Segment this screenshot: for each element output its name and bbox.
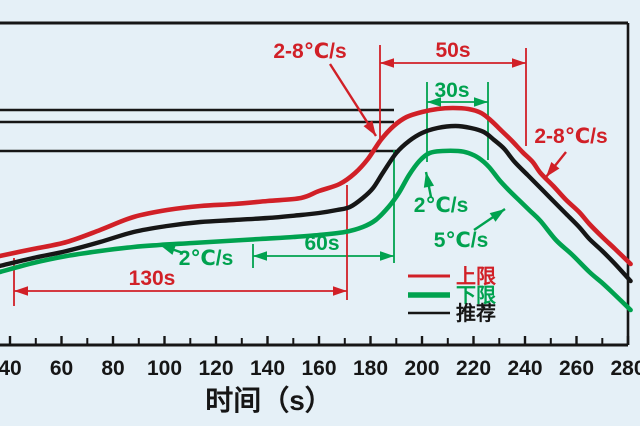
dimension-arrowhead — [512, 58, 526, 68]
rate-label: 5℃/s — [434, 229, 489, 252]
rate-2c-right: 2℃/s — [414, 171, 469, 217]
x-axis-tick-label-160: 160 — [301, 357, 336, 380]
legend-label-lower-limit: 下限 — [456, 284, 496, 307]
x-axis-tick-label-220: 220 — [456, 357, 491, 380]
curve-upper-limit — [0, 105, 633, 267]
curve-lower-limit — [0, 148, 633, 313]
x-axis-tick-label-260: 260 — [559, 357, 594, 380]
x-axis-tick-label-280: 280 — [610, 357, 640, 380]
rate-arrowhead — [423, 172, 435, 188]
dimension-arrowhead — [253, 251, 267, 261]
dimension-arrowhead — [380, 58, 394, 68]
dimension-label-30s: 30s — [434, 79, 469, 102]
legend-label-recommended: 推荐 — [456, 301, 496, 325]
x-axis-tick-label-120: 120 — [198, 357, 233, 380]
x-axis-tick-label-80: 80 — [101, 357, 124, 380]
dimension-arrowhead — [380, 251, 394, 261]
x-axis-tick-label-180: 180 — [353, 357, 388, 380]
rate-label: 2℃/s — [179, 247, 234, 270]
dimension-annotations: 50s 30s 60s 130s — [13, 39, 527, 306]
rate-label: 2-8℃/s — [534, 125, 607, 148]
legend-item-upper-limit: 上限 — [408, 265, 496, 288]
curve-recommended — [0, 123, 633, 284]
x-axis-tick-label-100: 100 — [147, 357, 182, 380]
dimension-arrowhead — [14, 286, 28, 296]
dimension-arrowhead — [474, 97, 488, 107]
ramp-rate-top: 2-8℃/s — [273, 40, 378, 137]
legend-label-upper-limit: 上限 — [456, 265, 496, 288]
rate-arrowhead — [489, 209, 505, 222]
rate-arrowhead — [363, 120, 376, 136]
rate-2c-left: 2℃/s — [159, 243, 234, 270]
dimension-label-50s: 50s — [435, 39, 470, 62]
x-axis-tick-label-240: 240 — [507, 357, 542, 380]
rate-annotations: 2-8℃/s 2-8℃/s 2℃/s 2℃/s 5℃/s — [159, 40, 608, 270]
rate-5c: 5℃/s — [434, 208, 506, 252]
rate-label: 2-8℃/s — [273, 40, 346, 63]
rate-arrowhead — [160, 245, 176, 255]
x-axis-tick-label-140: 140 — [250, 357, 285, 380]
plot-frame — [0, 21, 630, 345]
rate-label: 2℃/s — [414, 194, 469, 217]
dimension-30s: 30s — [426, 79, 489, 162]
dimension-50s: 50s — [379, 39, 527, 146]
x-axis-title: 时间（s） — [205, 384, 333, 416]
dimension-130s: 130s — [13, 185, 348, 306]
legend-item-lower-limit: 下限 — [408, 284, 496, 307]
profile-curves — [0, 105, 633, 313]
dimension-label-130s: 130s — [129, 267, 176, 290]
x-axis-tick-label-40: 40 — [0, 357, 22, 380]
x-axis-tick-label-200: 200 — [404, 357, 439, 380]
ramp-rate-right: 2-8℃/s — [534, 125, 608, 178]
rate-arrowhead — [546, 162, 560, 177]
dimension-arrowhead — [333, 286, 347, 296]
legend-item-recommended: 推荐 — [408, 301, 496, 325]
dimension-arrowhead — [427, 97, 441, 107]
dimension-60s: 60s — [252, 150, 395, 268]
x-axis: 40 60 80 100 120 140 160 180 200 220 240 260 280 时间（s… — [0, 336, 640, 416]
x-axis-tick-label-60: 60 — [50, 357, 73, 380]
